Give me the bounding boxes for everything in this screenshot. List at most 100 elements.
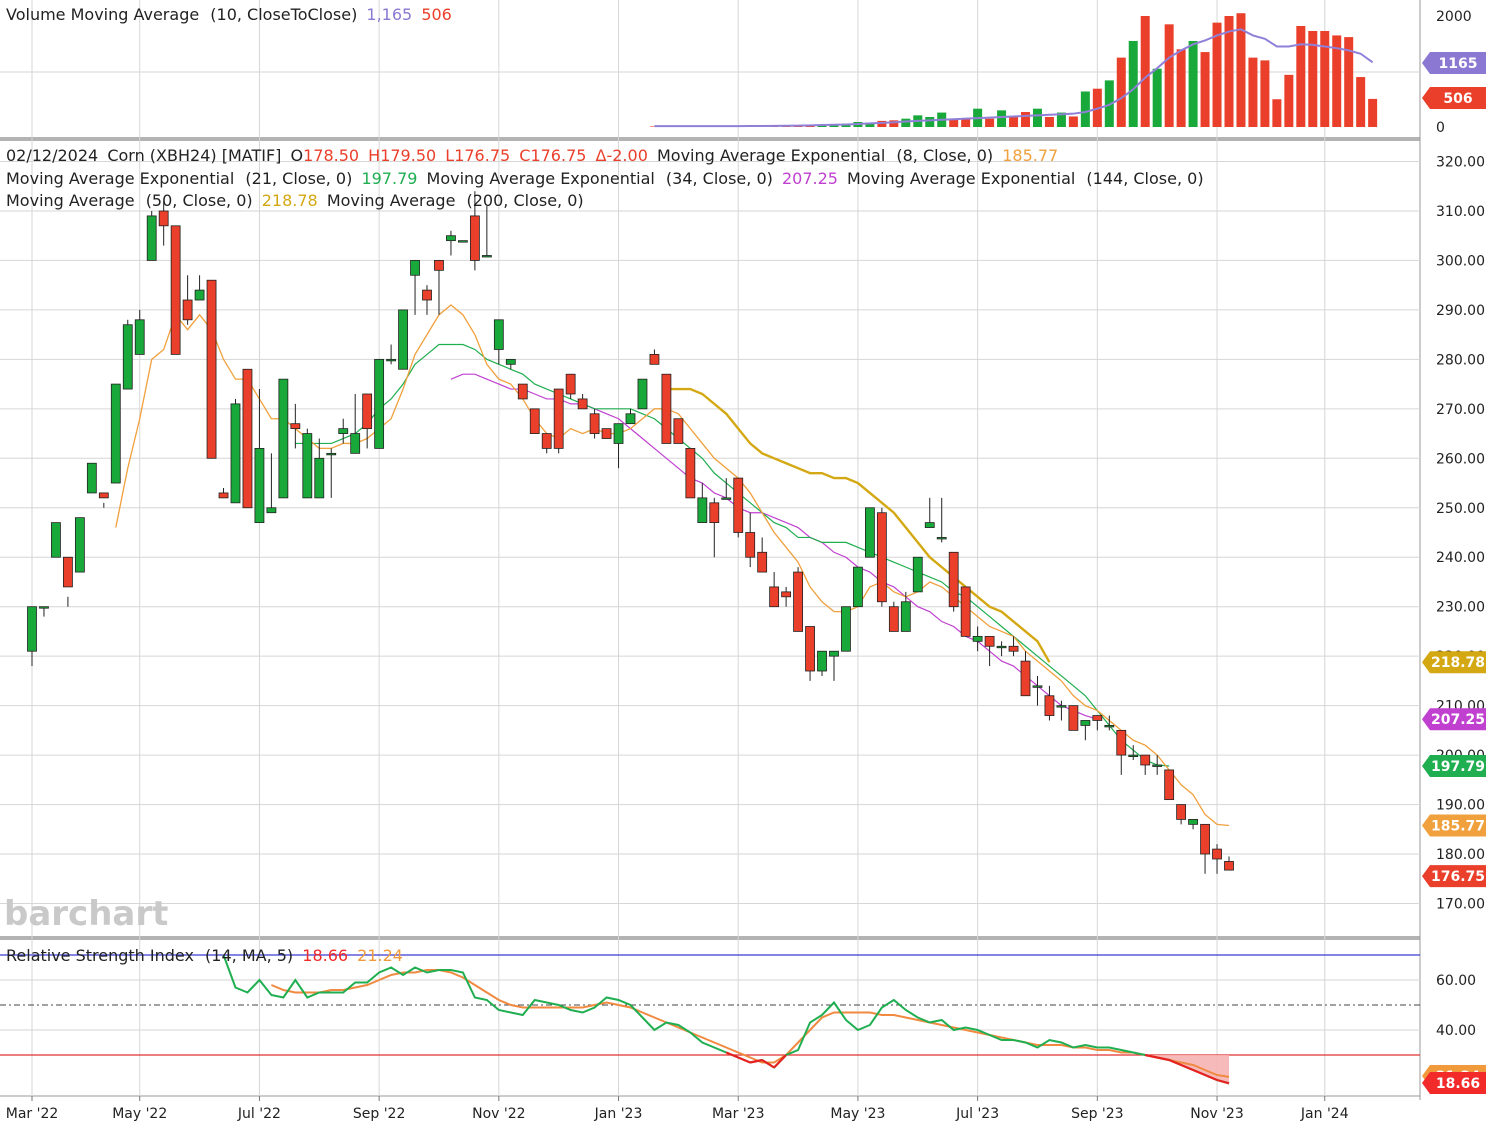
volume-bar: [1356, 77, 1366, 127]
candle-body: [481, 255, 492, 258]
rsi-line-oversold-segment: [1192, 1068, 1206, 1077]
ma50-line: [666, 387, 1051, 663]
price-change: -2.00: [606, 146, 647, 165]
candle-body: [888, 606, 899, 632]
candle-body: [122, 324, 133, 390]
volume-bar: [1032, 108, 1042, 127]
rsi-oversold-fill: [1145, 1055, 1229, 1084]
volume-bar: [1176, 49, 1186, 127]
rsi-line-oversold-segment: [749, 1058, 763, 1064]
price-y-tick: 300.00: [1436, 253, 1485, 269]
candle-body: [338, 428, 349, 434]
candle-body: [434, 260, 444, 271]
candle-body: [972, 635, 983, 642]
x-tick-label: Jan '24: [1300, 1106, 1349, 1122]
volume-badge-text: 1165: [1439, 56, 1478, 72]
price-y-tick: 280.00: [1436, 352, 1485, 368]
price-y-tick: 190.00: [1436, 798, 1485, 814]
candle-body: [266, 507, 277, 514]
candle-body: [63, 556, 73, 588]
candle-body: [948, 551, 959, 608]
volume-bar: [1320, 30, 1330, 127]
volume-y-tick: 2000: [1436, 9, 1472, 25]
price-y-tick: 310.00: [1436, 204, 1485, 220]
candle-body: [493, 319, 504, 350]
candle-body: [505, 358, 516, 365]
volume-header-label: Volume Moving Average: [6, 5, 199, 24]
candle-body: [769, 586, 780, 608]
volume-bar: [1308, 30, 1318, 127]
price-y-tick: 170.00: [1436, 897, 1485, 913]
volume-bar: [1368, 98, 1378, 127]
candle-body: [182, 299, 193, 321]
volume-header-val1: 1,165: [366, 5, 412, 24]
candle-body: [218, 492, 229, 499]
candle-body: [242, 368, 253, 509]
ma50-value: 218.78: [262, 191, 318, 210]
rsi-header-val1: 18.66: [302, 946, 348, 965]
price-header-line1: 02/12/2024 Corn (XBH24) [MATIF] O178.50 …: [6, 146, 1058, 165]
candle-body: [793, 571, 803, 632]
rsi-line-oversold-segment: [1168, 1058, 1182, 1067]
candle-body: [350, 433, 361, 454]
price-badge-text: 176.75: [1431, 869, 1485, 885]
volume-bar: [1116, 57, 1126, 127]
x-tick-label: May '23: [830, 1106, 885, 1122]
candle-body: [398, 309, 408, 370]
candle-body: [446, 235, 456, 242]
x-tick-label: Jul '22: [237, 1106, 281, 1122]
rsi-line-oversold-segment: [761, 1059, 775, 1069]
candle-body: [98, 492, 109, 499]
candle-body: [1128, 754, 1139, 757]
candle-body: [86, 462, 97, 494]
candle-body: [565, 373, 576, 395]
ema21-params: (21, Close, 0): [245, 169, 352, 188]
candle-body: [757, 551, 768, 573]
ema8-value: 185.77: [1002, 146, 1058, 165]
price-badge: 197.79: [1422, 755, 1486, 778]
ema8-label: Moving Average Exponential: [657, 146, 885, 165]
rsi-header: Relative Strength Index (14, MA, 5) 18.6…: [6, 946, 403, 965]
rsi-line-oversold-segment: [1156, 1056, 1170, 1062]
candle-body: [924, 522, 935, 528]
rsi-header-label: Relative Strength Index: [6, 946, 194, 965]
volume-bar: [1260, 60, 1270, 127]
candle-body: [230, 403, 241, 504]
rsi-line-oversold-segment: [1180, 1063, 1194, 1072]
candle-body: [649, 354, 660, 365]
rsi-badge-text: 18.66: [1436, 1076, 1480, 1092]
ema21-value: 197.79: [361, 169, 417, 188]
candle-body: [721, 497, 732, 500]
candle-body: [541, 433, 552, 449]
x-tick-label: Sep '22: [353, 1106, 406, 1122]
candle-body: [1164, 769, 1175, 801]
volume-header-params: (10, CloseToClose): [210, 5, 357, 24]
candle-body: [697, 497, 708, 524]
volume-ma-layer: [654, 28, 1374, 128]
candle-body: [817, 650, 827, 672]
rsi-line-oversold-segment: [773, 1054, 787, 1069]
candle-body: [1056, 705, 1067, 708]
x-tick-label: May '22: [112, 1106, 167, 1122]
candle-body: [158, 210, 169, 227]
candle-body: [1188, 819, 1198, 825]
price-y-tick: 290.00: [1436, 303, 1485, 319]
ema144-label: Moving Average Exponential: [847, 169, 1075, 188]
candle-body: [1176, 804, 1187, 820]
candle-body: [984, 635, 995, 647]
candle-body: [733, 477, 744, 533]
candle-body: [661, 373, 672, 444]
candle-body: [865, 507, 875, 558]
volume-bar: [1332, 35, 1342, 127]
volume-bar: [1009, 115, 1019, 127]
rsi-badge: 18.66: [1422, 1072, 1486, 1094]
candle-body: [781, 591, 792, 598]
volume-bar: [1200, 52, 1210, 128]
candle-body: [146, 215, 157, 261]
x-tick-label: Sep '23: [1071, 1106, 1124, 1122]
rsi-ma-line: [271, 969, 1230, 1078]
candle-body: [517, 383, 528, 400]
candle-body: [1020, 660, 1031, 697]
volume-bar: [1164, 24, 1174, 128]
candle-body: [314, 457, 325, 499]
